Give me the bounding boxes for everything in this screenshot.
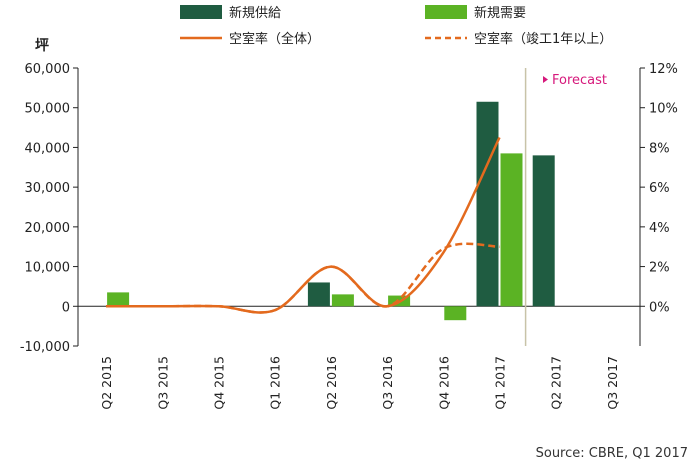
right-tick-label: 4% (649, 221, 670, 236)
forecast-label-group: Forecast (543, 73, 607, 88)
x-tick-label: Q1 2016 (268, 356, 283, 410)
supply-bar (307, 282, 330, 307)
right-tick-label: 12% (649, 62, 678, 77)
right-tick-label: 6% (649, 181, 670, 196)
left-tick-label: 10,000 (25, 261, 71, 276)
demand-bar (107, 292, 130, 307)
demand-bar (331, 294, 354, 307)
left-tick-label: 60,000 (25, 62, 71, 77)
left-tick-label: 30,000 (25, 181, 71, 196)
left-tick-label: 20,000 (25, 221, 71, 236)
x-tick-labels: Q2 2015 Q3 2015 Q4 2015 Q1 2016 Q2 2016 Q3 20… (99, 356, 620, 410)
legend-label-demand: 新規需要 (474, 5, 526, 21)
x-tick-label: Q4 2015 (212, 356, 227, 410)
source-note: Source: CBRE, Q1 2017 (536, 446, 688, 461)
left-tick-label: 40,000 (25, 141, 71, 156)
legend-swatch-supply (180, 5, 222, 19)
vacancy-all-line (106, 136, 501, 314)
right-tick-label: 0% (649, 300, 670, 315)
supply-bar (532, 155, 555, 307)
x-tick-label: Q2 2015 (99, 356, 114, 410)
right-tick-label: 8% (649, 141, 670, 156)
forecast-label: Forecast (552, 73, 607, 88)
x-tick-label: Q3 2015 (155, 356, 170, 410)
x-tick-label: Q1 2017 (493, 356, 508, 410)
demand-bar (444, 306, 467, 321)
x-tick-label: Q4 2016 (436, 356, 451, 410)
vacancy-1yr-line (106, 242, 500, 314)
x-tick-label: Q3 2017 (605, 356, 620, 410)
vacancy-lines (106, 136, 501, 314)
right-tick-label: 10% (649, 102, 678, 117)
legend-swatch-demand (425, 5, 467, 19)
x-tick-label: Q3 2016 (380, 356, 395, 410)
x-tick-label: Q2 2016 (324, 356, 339, 410)
legend-label-supply: 新規供給 (229, 5, 281, 21)
legend-label-vacancy-all: 空室率（全体） (229, 31, 320, 47)
x-tick-label: Q2 2017 (549, 356, 564, 410)
demand-bar (500, 153, 523, 307)
supply-bar (476, 101, 499, 307)
left-axis-unit: 坪 (35, 38, 49, 54)
left-tick-label: 50,000 (25, 102, 71, 117)
bars (107, 101, 555, 321)
axes: -10,000 0 10,000 20,000 30,000 40,000 50,000 60… (20, 62, 678, 355)
legend-label-vacancy-1yr: 空室率（竣工1年以上） (474, 31, 612, 47)
left-tick-label: 0 (62, 300, 70, 315)
legend: 新規供給 新規需要 空室率（全体） 空室率（竣工1年以上） (180, 5, 612, 47)
right-tick-label: 2% (649, 261, 670, 276)
triangle-right-icon (543, 76, 548, 83)
left-tick-label: -10,000 (20, 340, 70, 355)
